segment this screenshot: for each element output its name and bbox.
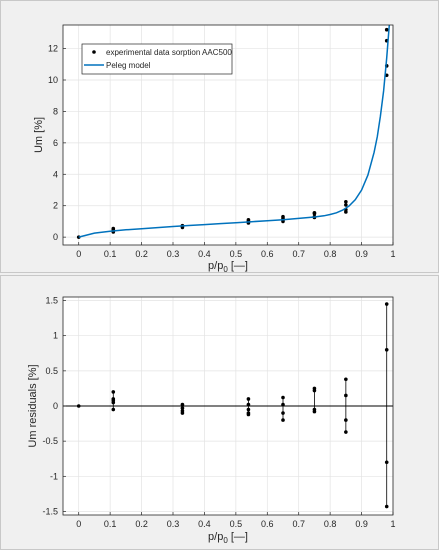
y-tick-label: 0 bbox=[53, 232, 58, 242]
y-axis-label: Um [%] bbox=[33, 117, 45, 153]
x-axis-label-subscript: 0 bbox=[223, 536, 228, 545]
y-tick-label: 6 bbox=[53, 138, 58, 148]
legend-marker-experimental bbox=[92, 50, 96, 54]
y-tick-label: 1.5 bbox=[45, 296, 58, 306]
x-axis-label: p/p0 [—] bbox=[208, 531, 248, 545]
x-axis-label-unit: [—] bbox=[228, 260, 248, 272]
x-axis-label: p/p0 [—] bbox=[208, 260, 248, 274]
series-line-peleg-model bbox=[78, 24, 391, 238]
y-tick-label: 0.5 bbox=[45, 366, 58, 376]
data-point bbox=[312, 409, 317, 414]
y-tick-label: -1 bbox=[50, 471, 58, 481]
data-point bbox=[281, 402, 285, 407]
data-point bbox=[246, 397, 251, 401]
data-point bbox=[312, 388, 317, 393]
x-tick-label: 0.2 bbox=[135, 249, 148, 259]
x-tick-label: 0.7 bbox=[292, 519, 305, 529]
x-tick-label: 0.4 bbox=[198, 249, 211, 259]
x-tick-label: 0.8 bbox=[324, 519, 337, 529]
x-axis-label-main: p/p bbox=[208, 260, 223, 272]
x-tick-label: 0.2 bbox=[135, 519, 148, 529]
y-tick-label: 8 bbox=[53, 106, 58, 116]
x-axis-label-main: p/p bbox=[208, 531, 223, 543]
x-tick-label: 0.9 bbox=[355, 519, 368, 529]
y-tick-label: -1.5 bbox=[42, 506, 58, 516]
y-axis-label: Um residuals [%] bbox=[27, 364, 39, 447]
x-axis-label-subscript: 0 bbox=[223, 265, 228, 274]
x-tick-label: 1 bbox=[390, 249, 395, 259]
y-tick-label: 1 bbox=[53, 331, 58, 341]
grid bbox=[63, 25, 394, 245]
data-point bbox=[111, 226, 116, 231]
data-point bbox=[76, 404, 81, 408]
data-point bbox=[384, 302, 389, 306]
data-point bbox=[384, 27, 389, 32]
data-point bbox=[281, 395, 285, 400]
x-tick-label: 0.3 bbox=[167, 519, 180, 529]
x-tick-label: 0.5 bbox=[230, 519, 243, 529]
x-tick-label: 0.1 bbox=[104, 519, 117, 529]
y-tick-label: -0.5 bbox=[42, 436, 58, 446]
x-tick-label: 0.7 bbox=[292, 249, 305, 259]
x-tick-label: 0.6 bbox=[261, 249, 274, 259]
data-point bbox=[344, 199, 348, 204]
data-point bbox=[344, 430, 348, 434]
x-tick-label: 0.8 bbox=[324, 249, 337, 259]
data-point bbox=[180, 402, 185, 407]
data-point bbox=[246, 218, 251, 222]
data-point bbox=[384, 504, 389, 509]
data-point bbox=[180, 406, 185, 410]
data-point bbox=[344, 393, 348, 398]
x-tick-label: 0.5 bbox=[230, 249, 243, 259]
data-point bbox=[384, 460, 389, 465]
tick-labels: 0 0.1 0.2 0.3 0.4 0.5 0.6 0.7 0.8 0.9 1 -1.5 -1 -0.5 0… bbox=[42, 296, 395, 529]
x-tick-label: 0.4 bbox=[198, 519, 211, 529]
data-point bbox=[111, 390, 116, 394]
data-point bbox=[111, 407, 116, 412]
x-tick-label: 0 bbox=[76, 519, 81, 529]
y-tick-label: 4 bbox=[53, 169, 58, 179]
axes-box bbox=[62, 24, 394, 246]
residuals-chart: 0 0.1 0.2 0.3 0.4 0.5 0.6 0.7 0.8 0.9 1 -1.5 -1 -0.5 0… bbox=[27, 296, 396, 545]
legend: experimental data sorption AAC500 Peleg … bbox=[81, 43, 233, 75]
data-point bbox=[281, 418, 285, 422]
y-tick-label: 2 bbox=[53, 201, 58, 211]
data-point bbox=[344, 203, 348, 207]
marks bbox=[63, 302, 393, 509]
x-tick-label: 1 bbox=[390, 519, 395, 529]
data-point bbox=[246, 407, 251, 412]
legend-label-peleg: Peleg model bbox=[106, 61, 151, 70]
x-tick-label: 0.3 bbox=[167, 249, 180, 259]
data-point bbox=[111, 400, 116, 405]
x-tick-label: 0.9 bbox=[355, 249, 368, 259]
x-tick-label: 0 bbox=[76, 249, 81, 259]
y-tick-label: 10 bbox=[48, 75, 58, 85]
x-tick-label: 0.6 bbox=[261, 519, 274, 529]
x-axis-label-unit: [—] bbox=[228, 531, 248, 543]
data-point bbox=[344, 377, 348, 382]
legend-label-experimental: experimental data sorption AAC500 bbox=[106, 48, 232, 57]
data-point bbox=[180, 411, 185, 415]
data-point bbox=[281, 214, 285, 219]
data-point bbox=[246, 402, 251, 407]
data-point bbox=[312, 210, 317, 215]
x-tick-label: 0.1 bbox=[104, 249, 117, 259]
data-point bbox=[281, 411, 285, 415]
data-point bbox=[246, 412, 251, 417]
y-tick-label: 12 bbox=[48, 44, 58, 54]
data-point bbox=[384, 347, 389, 352]
data-point bbox=[344, 418, 348, 422]
legend-box bbox=[81, 43, 233, 75]
marks bbox=[76, 24, 391, 239]
y-tick-label: 0 bbox=[53, 401, 58, 411]
